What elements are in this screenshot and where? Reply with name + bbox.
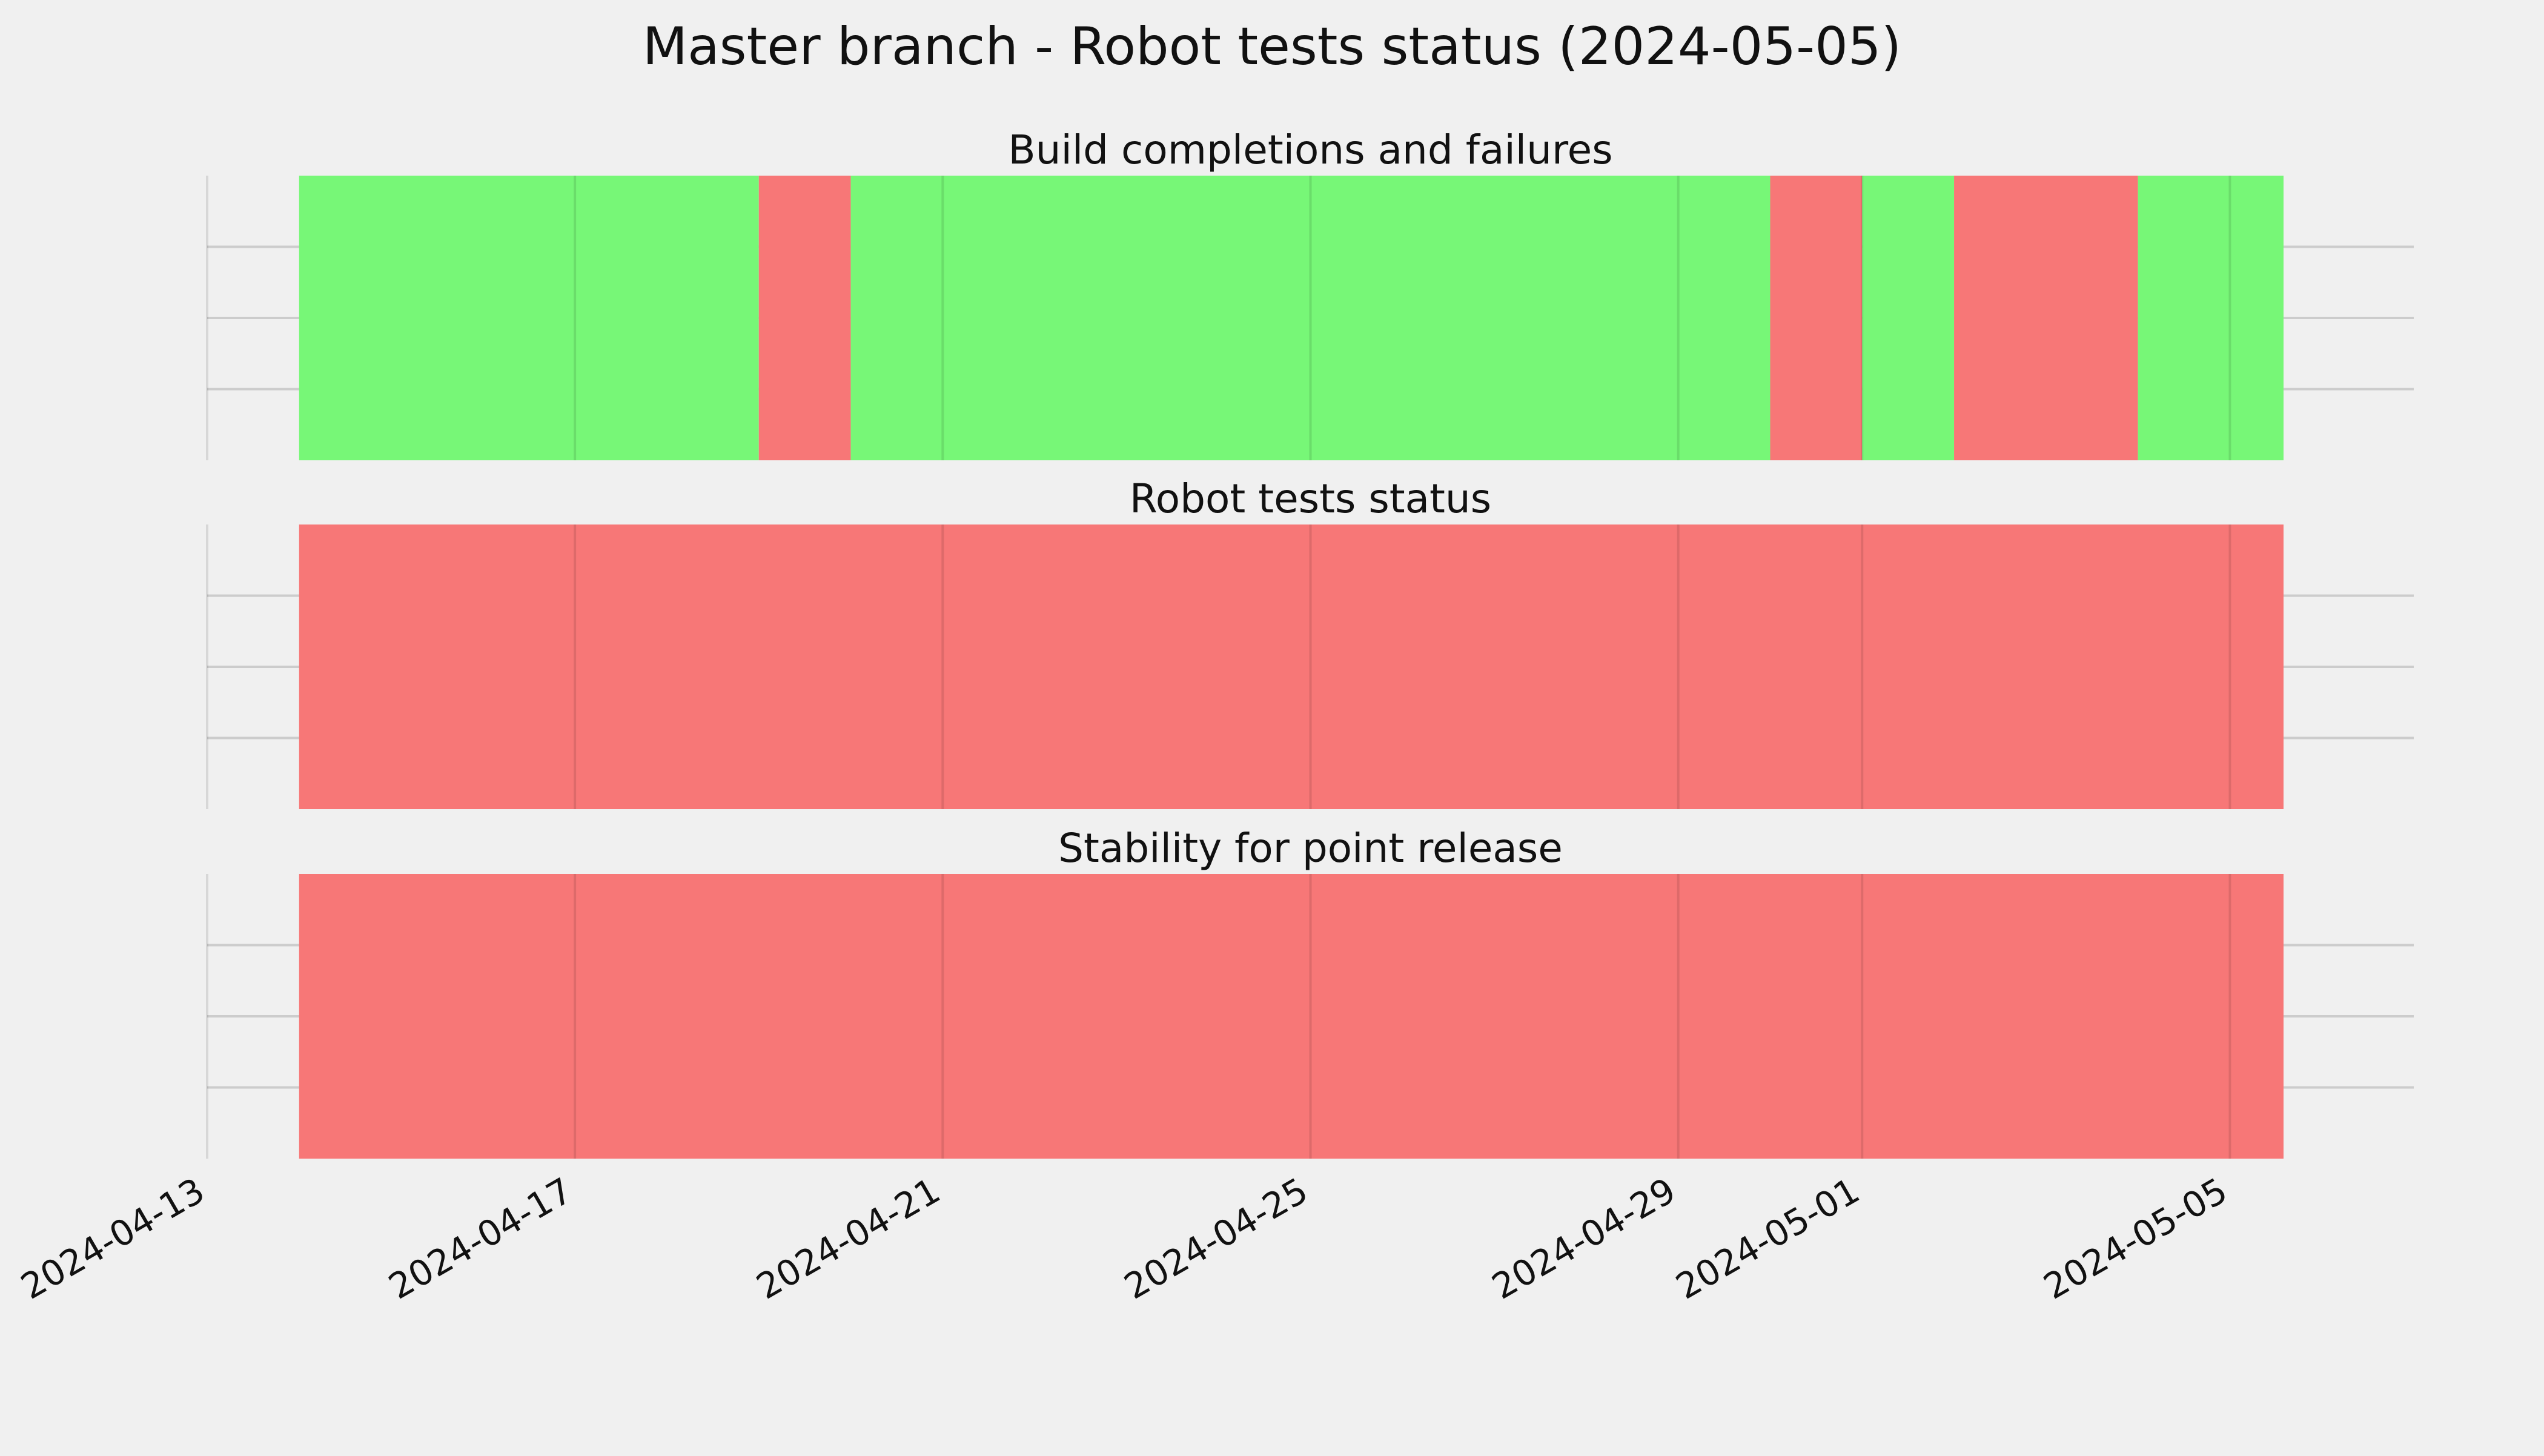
panel-title: Robot tests status (1130, 475, 1491, 522)
panel-1: Build completions and failures (206, 127, 2414, 460)
panel-title: Stability for point release (1058, 825, 1563, 872)
x-tick-label: 2024-05-01 (1669, 1170, 1866, 1307)
chart-title: Master branch - Robot tests status (2024… (643, 16, 1901, 77)
status-segment-success (1862, 176, 1955, 460)
x-tick-label: 2024-04-13 (14, 1170, 211, 1307)
status-segment-failure (299, 524, 2284, 809)
status-segment-success (850, 176, 1771, 460)
status-segment-success (2138, 176, 2284, 460)
status-segment-failure (758, 176, 851, 460)
panel-title: Build completions and failures (1008, 127, 1612, 173)
status-segment-failure (1954, 176, 2138, 460)
panel-2: Robot tests status (206, 475, 2414, 809)
status-segment-failure (1770, 176, 1863, 460)
x-tick-label: 2024-04-29 (1485, 1170, 1683, 1307)
x-tick-label: 2024-04-25 (1118, 1170, 1315, 1307)
panel-3: Stability for point release (206, 825, 2414, 1159)
x-tick-label: 2024-04-17 (382, 1170, 579, 1307)
x-tick-label: 2024-04-21 (749, 1170, 947, 1307)
status-segment-success (299, 176, 759, 460)
status-segment-failure (299, 874, 2284, 1159)
x-tick-label: 2024-05-05 (2036, 1170, 2234, 1307)
